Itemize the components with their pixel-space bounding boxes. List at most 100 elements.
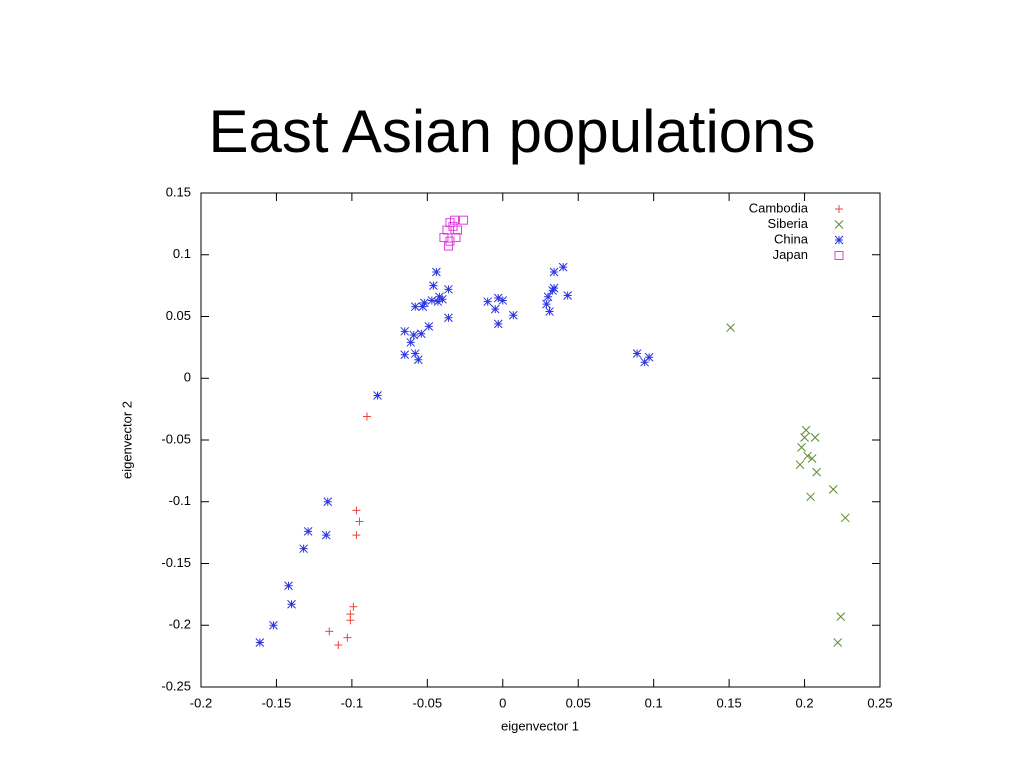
marker-stroke: [400, 350, 410, 360]
point: [299, 544, 308, 554]
point: [287, 599, 296, 609]
point: [548, 286, 557, 295]
point: [416, 329, 426, 339]
marker-stroke: [800, 433, 809, 442]
point: [549, 283, 559, 293]
point: [493, 293, 503, 303]
marker-stroke: [413, 355, 423, 365]
y-tick-label: 0: [184, 370, 191, 385]
x-tick-label: 0.05: [566, 695, 591, 710]
x-tick-label: -0.2: [190, 695, 212, 710]
marker-stroke: [810, 433, 820, 442]
legend-label: China: [774, 231, 809, 246]
marker-stroke: [444, 284, 453, 294]
point: [325, 627, 334, 636]
point: [563, 291, 573, 300]
marker-stroke: [416, 329, 426, 339]
marker-stroke: [362, 412, 371, 421]
point: [400, 326, 410, 336]
marker-stroke: [563, 291, 573, 300]
marker-stroke: [303, 527, 313, 536]
x-tick-label: -0.05: [413, 695, 443, 710]
marker-stroke: [797, 443, 806, 452]
plot-frame: [200, 192, 881, 688]
marker-stroke: [640, 357, 649, 367]
point: [269, 620, 278, 630]
point: [493, 319, 503, 329]
marker-stroke: [352, 531, 361, 540]
point: [352, 531, 361, 540]
legend-marker: [834, 251, 844, 260]
marker-stroke: [400, 326, 410, 336]
marker-stroke: [444, 313, 453, 323]
marker-stroke: [299, 544, 308, 554]
legend-label: Siberia: [768, 216, 809, 231]
x-tick-label: 0.2: [796, 695, 814, 710]
chart-title: East Asian populations: [208, 98, 815, 165]
point: [812, 467, 821, 477]
marker-stroke: [419, 298, 429, 308]
y-tick-label: -0.1: [169, 493, 191, 508]
marker-stroke: [835, 205, 843, 213]
marker-stroke: [726, 323, 735, 332]
point: [424, 322, 434, 331]
y-tick-label: 0.05: [166, 308, 191, 323]
marker-stroke: [493, 293, 503, 303]
marker-stroke: [355, 517, 364, 526]
point: [400, 350, 410, 360]
x-tick-label: -0.15: [262, 695, 292, 710]
point: [448, 221, 458, 231]
marker-stroke: [483, 297, 493, 307]
marker-stroke: [346, 616, 355, 625]
point: [255, 638, 265, 647]
point: [549, 267, 559, 277]
marker-stroke: [269, 620, 278, 630]
point: [406, 338, 416, 347]
marker-stroke: [801, 425, 811, 435]
marker-stroke: [349, 602, 358, 611]
point: [321, 530, 331, 540]
x-tick-label: 0.25: [867, 695, 892, 710]
marker-stroke: [432, 267, 441, 277]
y-tick-label: -0.2: [169, 617, 191, 632]
marker-stroke: [644, 352, 654, 362]
x-tick-label: 0.1: [645, 695, 663, 710]
point: [795, 460, 805, 470]
point: [355, 517, 364, 526]
x-tick-label: 0: [499, 695, 506, 710]
point: [498, 296, 508, 305]
y-tick-label: -0.15: [161, 555, 191, 570]
point: [349, 602, 358, 611]
point: [438, 294, 447, 304]
point: [444, 313, 453, 323]
point: [558, 262, 568, 272]
marker-stroke: [803, 451, 812, 461]
point: [443, 241, 453, 251]
marker-stroke: [549, 267, 559, 277]
marker-stroke: [558, 262, 568, 272]
point: [334, 641, 343, 650]
marker-stroke: [508, 310, 518, 320]
y-axis-label: eigenvector 2: [119, 401, 134, 479]
point: [449, 215, 459, 225]
marker-stroke: [406, 338, 416, 347]
point: [409, 330, 419, 340]
legend-marker: [834, 235, 844, 245]
point: [836, 612, 846, 621]
point: [807, 454, 817, 463]
marker-stroke: [448, 221, 458, 231]
point: [833, 638, 843, 647]
marker-stroke: [352, 506, 361, 515]
point: [429, 281, 438, 290]
marker-stroke: [323, 497, 333, 507]
marker-stroke: [549, 283, 559, 293]
point: [346, 616, 355, 625]
marker-stroke: [325, 627, 334, 636]
marker-stroke: [373, 391, 382, 400]
marker-stroke: [459, 215, 469, 225]
point: [432, 267, 441, 277]
point: [806, 492, 815, 502]
point: [373, 391, 382, 400]
marker-stroke: [812, 467, 821, 477]
